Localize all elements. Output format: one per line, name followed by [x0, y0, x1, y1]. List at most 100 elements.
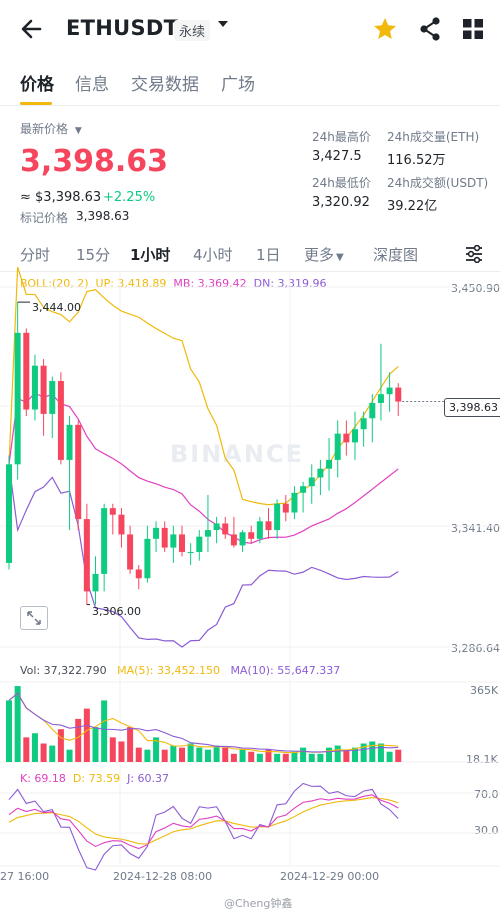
volume-bar	[75, 718, 82, 762]
candlesticks	[6, 302, 402, 605]
interval-more[interactable]: 更多 ▼	[304, 244, 344, 265]
grid-icon[interactable]	[462, 18, 484, 40]
volume-bar	[386, 751, 393, 762]
volume-bar	[179, 747, 185, 762]
candle-body	[386, 387, 393, 395]
caret-down-icon: ▼	[74, 126, 82, 136]
candle-body	[256, 521, 263, 539]
latest-price-label[interactable]: 最新价格 ▼	[20, 120, 82, 137]
credit-text: @Cheng钟鑫	[224, 897, 293, 910]
volume-bar	[204, 749, 211, 762]
interval-4h[interactable]: 4小时	[193, 246, 233, 264]
candle-body	[352, 429, 358, 443]
x-label-2: 2024-12-29 00:00	[280, 870, 380, 883]
volume-bar	[127, 727, 134, 762]
boll-dn-line	[8, 464, 399, 648]
high-24h-value: 3,427.5	[312, 149, 362, 164]
share-icon[interactable]	[418, 16, 442, 42]
candle-body	[75, 424, 82, 520]
volume-ma10-line	[8, 692, 399, 753]
chart-settings-icon[interactable]	[464, 244, 484, 264]
kdj-lines	[8, 782, 399, 871]
active-tab-indicator	[20, 102, 52, 105]
volume-bar	[213, 745, 220, 762]
volume-bar	[57, 729, 64, 762]
vol-axis-bottom: 18.1K	[466, 753, 498, 766]
volume-bar	[274, 753, 281, 762]
vol-axis-top: 365K	[470, 684, 499, 697]
candle-body	[334, 433, 341, 460]
interval-more-label: 更多	[304, 246, 335, 264]
volume-ma-lines	[8, 692, 399, 754]
volume-bar	[239, 749, 246, 762]
volume-ma5-line	[8, 692, 399, 754]
vol-eth-24h-value: 116.52万	[387, 153, 446, 168]
tab-price[interactable]: 价格	[20, 75, 54, 95]
last-price: 3,398.63	[20, 144, 169, 179]
price-change: +2.25%	[103, 190, 156, 205]
volume-bar	[153, 737, 160, 762]
mark-price: 3,398.63	[76, 209, 130, 223]
boll-mb-line	[8, 392, 399, 544]
interval-selector: 分时 15分 1小时 4小时 1日 更多 ▼ 深度图	[0, 236, 500, 272]
volume-bar	[49, 745, 56, 762]
volume-bar	[83, 708, 90, 762]
volume-bar	[118, 741, 125, 762]
candle-body	[230, 534, 237, 546]
candle-body	[23, 332, 30, 410]
volume-bar	[300, 747, 307, 762]
candle-body	[300, 486, 307, 493]
kdj-j-value: J: 60.37	[127, 772, 170, 785]
low-24h-value: 3,320.92	[312, 195, 370, 210]
candle-body	[40, 365, 47, 414]
back-arrow-icon[interactable]	[18, 12, 48, 46]
volume-bar	[343, 749, 350, 762]
volume-bar	[109, 737, 116, 762]
interval-15m[interactable]: 15分	[76, 246, 111, 264]
interval-time[interactable]: 分时	[20, 246, 51, 264]
caret-down-icon: ▼	[336, 252, 344, 263]
vol-eth-24h-label: 24h成交量(ETH)	[387, 130, 480, 144]
current-price-tag: 3,398.63	[444, 398, 500, 417]
star-icon[interactable]	[372, 16, 398, 42]
high-marker: 3,444.00	[32, 301, 81, 314]
tab-info[interactable]: 信息	[75, 75, 109, 95]
interval-1h[interactable]: 1小时	[130, 246, 171, 264]
vol-ma5-value: MA(5): 33,452.150	[117, 664, 220, 677]
symbol-title[interactable]: ETHUSDT	[66, 16, 179, 40]
volume-bar	[144, 749, 151, 762]
candle-body	[101, 508, 108, 574]
interval-depth[interactable]: 深度图	[373, 246, 419, 264]
price-axis-bottom: 3,286.64	[451, 642, 500, 655]
candle-body	[274, 503, 281, 531]
volume-bar	[196, 747, 203, 762]
candle-body	[239, 532, 246, 546]
vol-ma10-value: MA(10): 55,647.337	[230, 664, 341, 677]
contract-type-badge[interactable]: 永续	[174, 20, 211, 41]
kdj-d-value: D: 73.59	[72, 772, 121, 785]
candle-body	[395, 387, 402, 402]
candle-body	[282, 503, 289, 513]
candle-body	[83, 519, 90, 592]
interval-1d[interactable]: 1日	[256, 246, 281, 264]
candle-body	[317, 468, 324, 478]
volume-bar	[282, 753, 289, 762]
volume-bar	[40, 743, 47, 762]
usd-price: ≈ $3,398.63	[20, 190, 102, 205]
volume-bar	[170, 745, 177, 762]
candle-body	[31, 365, 38, 410]
volume-bar	[23, 737, 30, 762]
low-24h-label: 24h最低价	[312, 176, 371, 190]
volume-bar	[291, 751, 298, 762]
tab-trading-data[interactable]: 交易数据	[131, 75, 199, 95]
tab-square[interactable]: 广场	[221, 75, 255, 95]
binance-watermark: BINANCE	[170, 440, 304, 468]
volume-bar	[308, 753, 315, 762]
candle-body	[66, 424, 73, 460]
chevron-down-icon[interactable]	[217, 18, 229, 33]
candle-body	[265, 521, 272, 531]
candle-body	[291, 492, 298, 513]
volume-bar	[265, 749, 272, 762]
expand-icon[interactable]	[20, 606, 48, 630]
